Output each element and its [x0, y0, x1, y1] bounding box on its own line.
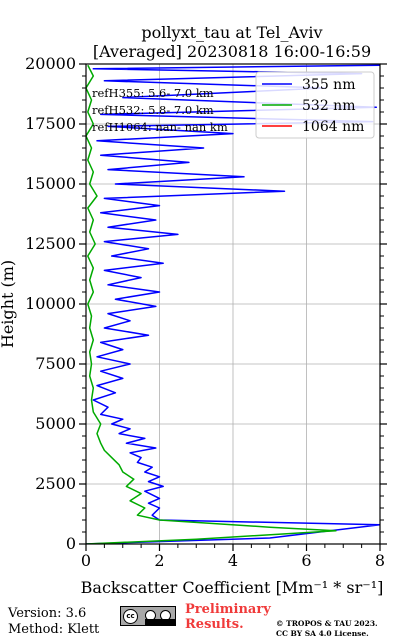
y-tick-label: 5000: [35, 414, 76, 433]
y-tick-label: 0: [66, 534, 76, 553]
x-axis-ticks: 0 2 4 6 8: [81, 544, 385, 570]
x-axis-label: Backscatter Coefficient [Mm⁻¹ * sr⁻¹]: [81, 578, 384, 597]
grid-lines: [85, 63, 381, 545]
chart-title: pollyxt_tau at Tel_Aviv: [141, 23, 322, 42]
series-line-532-nm: [86, 64, 337, 544]
y-tick-label: 15000: [25, 174, 76, 193]
backscatter-chart: pollyxt_tau at Tel_Aviv [Averaged] 20230…: [0, 23, 387, 597]
ref-height-annotation: refH532: 5.8- 7.0 km: [92, 103, 214, 117]
cc-logo-icon: cc: [123, 609, 138, 624]
chart-subtitle: [Averaged] 20230818 16:00-16:59: [93, 42, 371, 61]
y-axis-ticks: 0 2500 5000 7500 10000 12500 15000 17500 20000: [25, 54, 387, 553]
y-axis-label: Height (m): [0, 260, 17, 348]
legend: 355 nm 532 nm 1064 nm: [255, 71, 375, 139]
by-sa-strip: [145, 619, 175, 625]
version-text: Version: 3.6: [8, 606, 87, 621]
legend-label: 355 nm: [302, 77, 355, 93]
x-tick-label: 2: [154, 551, 164, 570]
legend-label: 1064 nm: [302, 119, 364, 135]
copyright-notice: © TROPOS & TAU 2023. CC BY SA 4.0 Licens…: [276, 619, 378, 639]
preliminary-results-note: Preliminary Results.: [185, 602, 271, 632]
y-tick-label: 2500: [35, 474, 76, 493]
copyright-line-1: © TROPOS & TAU 2023.: [276, 619, 378, 628]
series-lines: [86, 64, 380, 544]
legend-box: [255, 71, 375, 139]
reference-height-annotations: refH355: 5.6- 7.0 km refH532: 5.8- 7.0 km…: [92, 86, 228, 134]
copyright-line-2: CC BY SA 4.0 License.: [276, 629, 369, 638]
y-tick-label: 17500: [25, 114, 76, 133]
y-tick-label: 12500: [25, 234, 76, 253]
x-tick-label: 0: [81, 551, 91, 570]
plot-area: [85, 63, 381, 545]
x-tick-label: 4: [228, 551, 238, 570]
series-line-355-nm: [86, 64, 380, 544]
y-tick-label: 7500: [35, 354, 76, 373]
x-tick-label: 6: [301, 551, 311, 570]
cc-by-sa-icon: cc: [120, 606, 176, 626]
y-tick-label: 20000: [25, 54, 76, 73]
ref-height-annotation: refH355: 5.6- 7.0 km: [92, 86, 214, 100]
ref-height-annotation: refH1064: nan- nan km: [92, 120, 228, 134]
y-tick-label: 10000: [25, 294, 76, 313]
method-text: Method: Klett: [8, 622, 100, 637]
footer-info: Version: 3.6 Method: Klett: [8, 606, 99, 638]
x-tick-label: 8: [375, 551, 385, 570]
preliminary-line-1: Preliminary: [185, 602, 271, 617]
legend-label: 532 nm: [302, 98, 355, 114]
preliminary-line-2: Results.: [185, 617, 244, 632]
